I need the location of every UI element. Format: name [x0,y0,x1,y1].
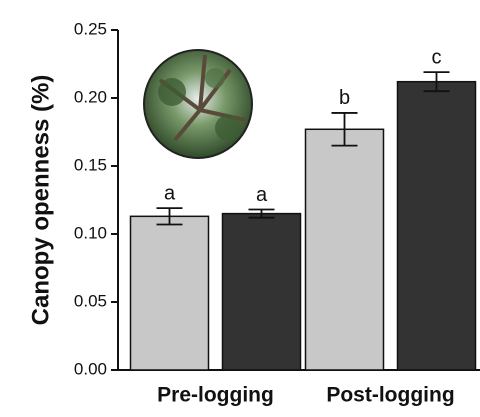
y-tick-label: 0.15 [74,155,107,174]
bar [396,80,477,371]
y-tick-label: 0.10 [74,223,107,242]
error-bar [156,207,183,226]
y-tick-label: 0.00 [74,359,107,378]
error-bar [423,71,450,93]
photo-inset [143,49,253,159]
x-tick-label: Pre-logging [157,384,274,407]
bar [304,128,385,371]
significance-letter: a [164,182,176,204]
y-tick-label: 0.20 [74,87,107,106]
significance-letter: a [256,184,268,206]
error-bar [248,208,275,219]
significance-letter: c [432,46,442,68]
y-axis-label: Canopy openness (%) [27,75,54,326]
y-tick-label: 0.25 [74,19,107,38]
y-tick-label: 0.05 [74,291,107,310]
significance-letter: b [339,87,350,109]
bar [221,212,302,371]
error-bar [331,112,358,147]
x-tick-label: Post-logging [326,384,454,407]
bar [129,215,210,371]
